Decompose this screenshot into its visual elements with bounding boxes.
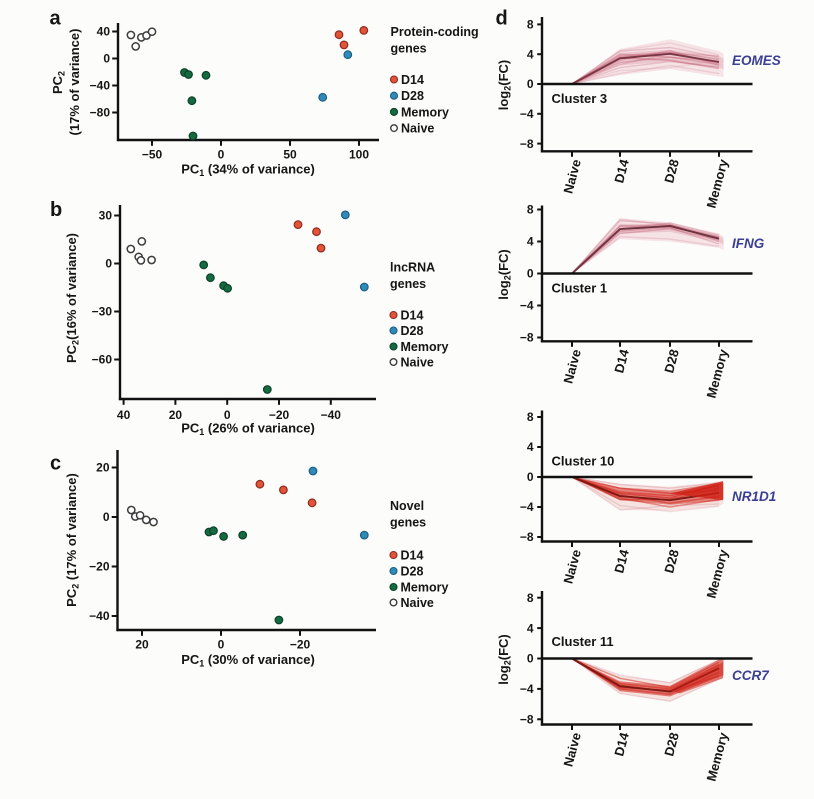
svg-text:40: 40	[117, 408, 131, 422]
svg-text:NR1D1: NR1D1	[732, 489, 776, 504]
svg-text:Memory: Memory	[401, 340, 449, 354]
svg-text:0: 0	[527, 267, 534, 281]
svg-text:Cluster 3: Cluster 3	[552, 91, 608, 106]
svg-text:EOMES: EOMES	[732, 53, 781, 68]
svg-text:0: 0	[218, 148, 225, 162]
svg-text:40: 40	[97, 25, 111, 39]
svg-text:20: 20	[169, 408, 183, 422]
svg-text:20: 20	[135, 638, 149, 652]
svg-text:Memory: Memory	[401, 105, 449, 119]
svg-text:Cluster 10: Cluster 10	[552, 454, 615, 469]
svg-text:0: 0	[527, 77, 534, 91]
svg-text:4: 4	[527, 440, 534, 454]
svg-text:100: 100	[349, 148, 369, 162]
svg-text:−50: −50	[142, 148, 163, 162]
svg-text:−4: −4	[520, 107, 534, 121]
svg-text:50: 50	[283, 148, 297, 162]
svg-text:4: 4	[527, 235, 534, 249]
svg-text:CCR7: CCR7	[732, 668, 770, 683]
svg-text:−8: −8	[520, 137, 534, 151]
svg-text:0: 0	[218, 638, 225, 652]
svg-text:0: 0	[527, 470, 534, 484]
svg-text:4: 4	[527, 47, 534, 61]
svg-text:PC2: PC2	[50, 71, 67, 94]
svg-text:D14: D14	[401, 309, 424, 323]
svg-text:PC1 (30% of variance): PC1 (30% of variance)	[181, 652, 315, 669]
svg-text:−20: −20	[290, 638, 311, 652]
svg-text:0: 0	[105, 257, 112, 271]
svg-text:−40: −40	[89, 609, 110, 623]
svg-text:genes: genes	[390, 516, 426, 530]
svg-text:Memory: Memory	[401, 581, 449, 595]
svg-text:−60: −60	[92, 353, 113, 367]
svg-text:PC2(16% of variance): PC2(16% of variance)	[64, 233, 81, 363]
svg-text:Protein-coding: Protein-coding	[391, 25, 479, 39]
svg-text:8: 8	[527, 203, 534, 217]
svg-text:D28: D28	[661, 731, 682, 758]
svg-text:−20: −20	[89, 560, 110, 574]
svg-text:−40: −40	[321, 408, 342, 422]
svg-text:0: 0	[103, 510, 110, 524]
svg-text:a: a	[50, 7, 62, 29]
svg-text:−30: −30	[92, 305, 113, 319]
svg-text:8: 8	[527, 591, 534, 605]
svg-text:d: d	[496, 7, 508, 29]
svg-text:D28: D28	[401, 324, 424, 338]
svg-text:D28: D28	[401, 565, 424, 579]
svg-text:−8: −8	[520, 713, 534, 727]
svg-text:PC1 (34% of variance): PC1 (34% of variance)	[181, 162, 315, 179]
svg-text:IFNG: IFNG	[732, 236, 765, 251]
svg-text:PC2 (17% of variance): PC2 (17% of variance)	[64, 473, 81, 607]
svg-text:D14: D14	[611, 547, 632, 575]
svg-text:−4: −4	[520, 500, 534, 514]
svg-text:Naive: Naive	[401, 356, 434, 370]
svg-text:−4: −4	[520, 299, 534, 313]
svg-text:20: 20	[96, 461, 110, 475]
svg-text:D14: D14	[611, 347, 632, 375]
svg-text:b: b	[50, 199, 62, 221]
svg-text:genes: genes	[390, 277, 426, 291]
svg-text:0: 0	[527, 652, 534, 666]
svg-text:30: 30	[99, 209, 113, 223]
svg-text:D14: D14	[611, 157, 632, 185]
svg-text:log2(FC): log2(FC)	[496, 60, 513, 111]
svg-text:genes: genes	[391, 42, 427, 56]
svg-text:−40: −40	[90, 79, 111, 93]
svg-text:4: 4	[527, 621, 534, 635]
svg-text:c: c	[50, 453, 61, 475]
svg-text:D28: D28	[401, 89, 424, 103]
svg-text:log2(FC): log2(FC)	[496, 249, 513, 300]
svg-text:log2(FC): log2(FC)	[496, 634, 513, 685]
svg-text:lncRNA: lncRNA	[390, 261, 435, 275]
svg-text:D28: D28	[661, 158, 682, 185]
svg-text:−4: −4	[520, 682, 534, 696]
svg-text:Cluster 1: Cluster 1	[552, 281, 608, 296]
svg-text:D28: D28	[661, 348, 682, 375]
svg-text:0: 0	[224, 408, 231, 422]
svg-text:Naive: Naive	[401, 596, 434, 610]
svg-text:−20: −20	[269, 408, 290, 422]
svg-text:−80: −80	[90, 106, 111, 120]
svg-text:Naive: Naive	[401, 122, 434, 136]
svg-text:(17% of variance): (17% of variance)	[67, 29, 82, 136]
svg-text:0: 0	[103, 52, 110, 66]
svg-text:D14: D14	[401, 549, 424, 563]
svg-text:D28: D28	[661, 548, 682, 575]
svg-text:Novel: Novel	[390, 499, 424, 513]
svg-text:D14: D14	[401, 73, 424, 87]
svg-text:PC1 (26% of variance): PC1 (26% of variance)	[181, 421, 315, 438]
svg-text:8: 8	[527, 410, 534, 424]
svg-text:−8: −8	[520, 331, 534, 345]
svg-text:D14: D14	[611, 730, 632, 758]
svg-text:−8: −8	[520, 530, 534, 544]
svg-text:8: 8	[527, 18, 534, 32]
svg-text:Cluster 11: Cluster 11	[552, 634, 614, 649]
